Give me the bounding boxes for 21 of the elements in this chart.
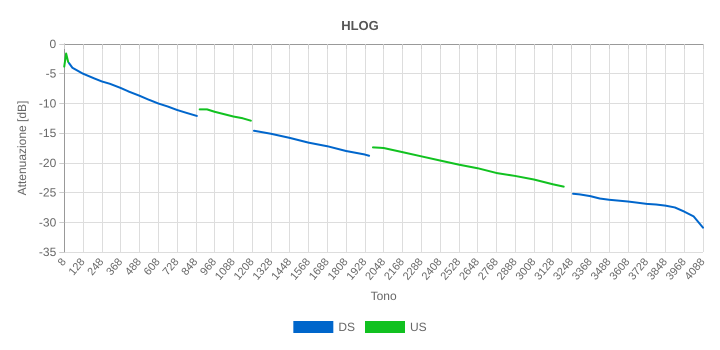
y-tick-label: -5 bbox=[46, 66, 57, 81]
chart-title: HLOG bbox=[341, 18, 379, 33]
legend-label: US bbox=[410, 320, 427, 334]
x-tick-label: 728 bbox=[160, 256, 182, 278]
x-tick-label: 8 bbox=[56, 256, 69, 269]
x-tick-label: 128 bbox=[66, 256, 88, 278]
y-tick-label: 0 bbox=[50, 37, 57, 51]
x-tick-label: 368 bbox=[104, 256, 126, 278]
y-tick-label: -15 bbox=[38, 126, 57, 140]
x-tick-label: 608 bbox=[142, 256, 163, 278]
legend-label: DS bbox=[338, 320, 355, 334]
x-tick-label: 488 bbox=[122, 256, 144, 278]
y-tick-label: -35 bbox=[38, 245, 57, 259]
y-tick-label: -30 bbox=[38, 215, 57, 230]
y-tick-label: -20 bbox=[38, 156, 57, 170]
y-axis-title: Attenuazione [dB] bbox=[15, 100, 29, 196]
x-tick-label: 248 bbox=[85, 256, 106, 278]
x-tick-label: 848 bbox=[179, 256, 200, 278]
x-axis-title: Tono bbox=[370, 289, 397, 303]
y-tick-label: -10 bbox=[38, 96, 57, 110]
y-tick-label: -25 bbox=[38, 186, 57, 200]
